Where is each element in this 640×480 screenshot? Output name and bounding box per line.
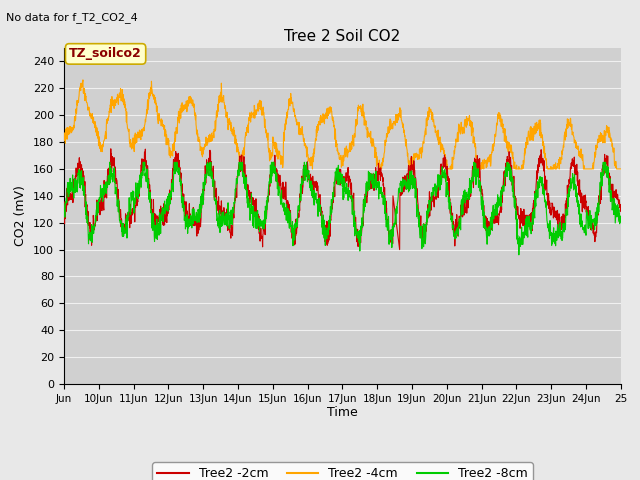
Title: Tree 2 Soil CO2: Tree 2 Soil CO2 [284,29,401,44]
Text: TZ_soilco2: TZ_soilco2 [69,48,142,60]
Text: No data for f_T2_CO2_4: No data for f_T2_CO2_4 [6,12,138,23]
Legend: Tree2 -2cm, Tree2 -4cm, Tree2 -8cm: Tree2 -2cm, Tree2 -4cm, Tree2 -8cm [152,462,532,480]
Y-axis label: CO2 (mV): CO2 (mV) [15,186,28,246]
X-axis label: Time: Time [327,407,358,420]
